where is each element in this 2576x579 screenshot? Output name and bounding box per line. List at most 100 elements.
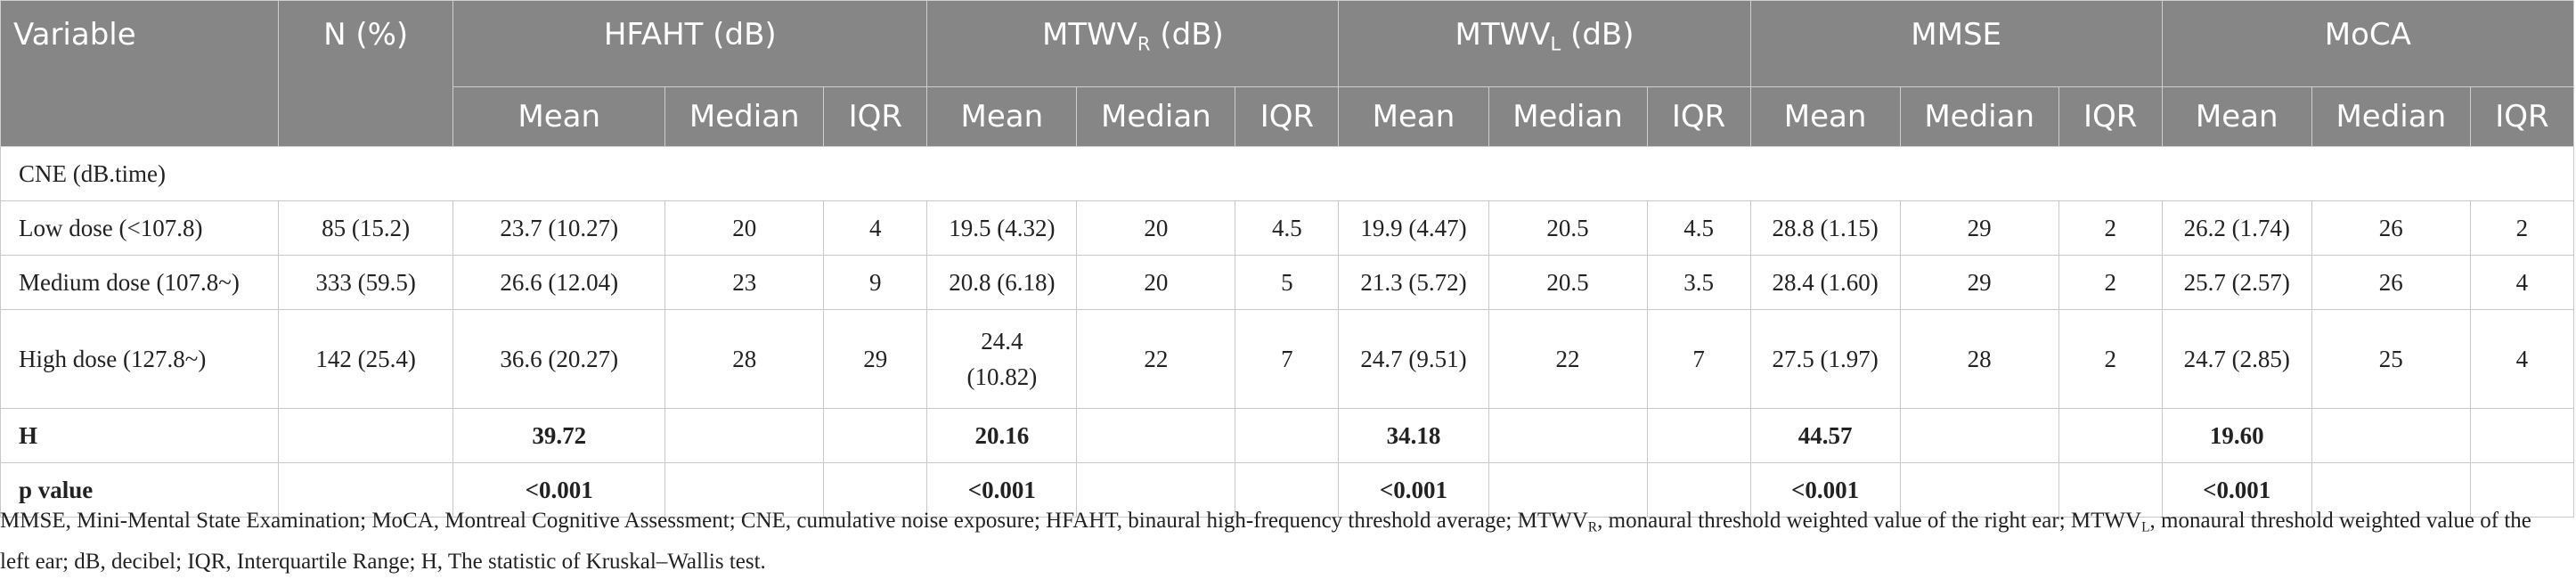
empty-cell xyxy=(2311,408,2471,463)
row-n: 333 (59.5) xyxy=(278,255,454,310)
cell-hfaht-mean: 23.7 (10.27) xyxy=(452,200,666,256)
cell-moca-median: 26 xyxy=(2311,255,2471,310)
row-label: p value xyxy=(0,462,280,518)
empty-cell xyxy=(278,462,454,518)
empty-cell xyxy=(1646,408,1751,463)
table-row-high-dose: High dose (127.8~) 142 (25.4) 36.6 (20.2… xyxy=(0,309,2575,409)
header-group-mmse: MMSE xyxy=(1749,0,2163,87)
header-iqr: IQR xyxy=(2058,86,2163,147)
empty-cell xyxy=(2469,462,2575,518)
header-group-hfaht: HFAHT (dB) xyxy=(452,0,928,87)
cell-mtwvr-mean: 20.8 (6.18) xyxy=(926,255,1078,310)
row-n: 85 (15.2) xyxy=(278,200,454,256)
table-row-h-statistic: H 39.72 20.16 34.18 44.57 19.60 xyxy=(0,408,2575,463)
row-label: Low dose (<107.8) xyxy=(0,200,280,256)
empty-cell xyxy=(1899,408,2059,463)
cell-hfaht-iqr: 4 xyxy=(823,200,928,256)
cell-mmse-iqr: 2 xyxy=(2058,200,2163,256)
cell-mmse-median: 29 xyxy=(1899,200,2059,256)
cell-mtwvl-median: 20.5 xyxy=(1488,255,1648,310)
empty-cell xyxy=(823,462,928,518)
cell-mtwvl-mean: 21.3 (5.72) xyxy=(1338,255,1489,310)
row-label: Medium dose (107.8~) xyxy=(0,255,280,310)
cell-mtwvr-iqr: 5 xyxy=(1235,255,1340,310)
header-variable: Variable xyxy=(0,0,280,147)
cell-mtwvr-mean: 19.5 (4.32) xyxy=(926,200,1078,256)
cell-mtwvr-median: 20 xyxy=(1076,200,1236,256)
header-median: Median xyxy=(1488,86,1648,147)
cell-moca-iqr: 4 xyxy=(2469,309,2575,409)
empty-cell xyxy=(1646,462,1751,518)
cell-h-mtwvl: 34.18 xyxy=(1338,408,1489,463)
empty-cell xyxy=(1076,462,1236,518)
cell-mmse-iqr: 2 xyxy=(2058,255,2163,310)
cell-mtwvl-iqr: 3.5 xyxy=(1646,255,1751,310)
cell-hfaht-median: 20 xyxy=(664,200,825,256)
cell-mtwvl-mean: 24.7 (9.51) xyxy=(1338,309,1489,409)
empty-cell xyxy=(1488,462,1648,518)
header-iqr: IQR xyxy=(1235,86,1340,147)
empty-cell xyxy=(823,408,928,463)
cell-moca-iqr: 2 xyxy=(2469,200,2575,256)
results-table: Variable N (%) HFAHT (dB) MTWVR (dB) MTW… xyxy=(0,0,2575,518)
cell-p-hfaht: <0.001 xyxy=(452,462,666,518)
header-mean: Mean xyxy=(452,86,666,147)
cell-h-mtwvr: 20.16 xyxy=(926,408,1078,463)
cell-mtwvl-iqr: 7 xyxy=(1646,309,1751,409)
empty-cell xyxy=(2311,462,2471,518)
cell-mmse-mean: 28.4 (1.60) xyxy=(1749,255,1901,310)
cell-hfaht-iqr: 29 xyxy=(823,309,928,409)
cell-hfaht-median: 28 xyxy=(664,309,825,409)
header-median: Median xyxy=(664,86,825,147)
header-iqr: IQR xyxy=(823,86,928,147)
row-label: H xyxy=(0,408,280,463)
header-mean: Mean xyxy=(2161,86,2312,147)
cell-mtwvl-median: 20.5 xyxy=(1488,200,1648,256)
cell-moca-iqr: 4 xyxy=(2469,255,2575,310)
header-row-stats: Mean Median IQR Mean Median IQR Mean Med… xyxy=(1,86,2575,147)
cell-p-mtwvl: <0.001 xyxy=(1338,462,1489,518)
empty-cell xyxy=(1235,408,1340,463)
table-row-p-value: p value <0.001 <0.001 <0.001 <0.001 <0.0… xyxy=(0,462,2575,518)
cell-moca-mean: 24.7 (2.85) xyxy=(2161,309,2312,409)
table-row-medium-dose: Medium dose (107.8~) 333 (59.5) 26.6 (12… xyxy=(0,255,2575,310)
empty-cell xyxy=(1488,408,1648,463)
empty-cell xyxy=(1899,462,2059,518)
cell-mtwvl-mean: 19.9 (4.47) xyxy=(1338,200,1489,256)
cell-mmse-mean: 27.5 (1.97) xyxy=(1749,309,1901,409)
cell-mtwvr-iqr: 7 xyxy=(1235,309,1340,409)
header-mean: Mean xyxy=(1338,86,1489,147)
cell-mtwvl-iqr: 4.5 xyxy=(1646,200,1751,256)
cell-p-moca: <0.001 xyxy=(2161,462,2312,518)
header-mean: Mean xyxy=(1749,86,1901,147)
empty-cell xyxy=(2058,408,2163,463)
cell-hfaht-mean: 36.6 (20.27) xyxy=(452,309,666,409)
cell-mmse-iqr: 2 xyxy=(2058,309,2163,409)
row-label: High dose (127.8~) xyxy=(0,309,280,409)
header-iqr: IQR xyxy=(2469,86,2575,147)
table-footnote: MMSE, Mini-Mental State Examination; MoC… xyxy=(0,509,2531,574)
empty-cell xyxy=(664,408,825,463)
header-median: Median xyxy=(2311,86,2471,147)
cell-moca-median: 26 xyxy=(2311,200,2471,256)
cell-h-hfaht: 39.72 xyxy=(452,408,666,463)
cell-hfaht-mean: 26.6 (12.04) xyxy=(452,255,666,310)
header-group-mtwv-l: MTWVL (dB) xyxy=(1338,0,1751,87)
empty-cell xyxy=(664,462,825,518)
empty-cell xyxy=(2058,462,2163,518)
cell-hfaht-iqr: 9 xyxy=(823,255,928,310)
cell-p-mtwvr: <0.001 xyxy=(926,462,1078,518)
cell-p-mmse: <0.001 xyxy=(1749,462,1901,518)
cell-h-moca: 19.60 xyxy=(2161,408,2312,463)
empty-cell xyxy=(1076,408,1236,463)
header-iqr: IQR xyxy=(1646,86,1751,147)
header-n-pct: N (%) xyxy=(278,0,454,147)
empty-cell xyxy=(1235,462,1340,518)
cell-hfaht-median: 23 xyxy=(664,255,825,310)
cell-h-mmse: 44.57 xyxy=(1749,408,1901,463)
header-group-moca: MoCA xyxy=(2161,0,2575,87)
cell-moca-median: 25 xyxy=(2311,309,2471,409)
cell-mtwvr-median: 20 xyxy=(1076,255,1236,310)
cell-mmse-mean: 28.8 (1.15) xyxy=(1749,200,1901,256)
header-mean: Mean xyxy=(926,86,1078,147)
